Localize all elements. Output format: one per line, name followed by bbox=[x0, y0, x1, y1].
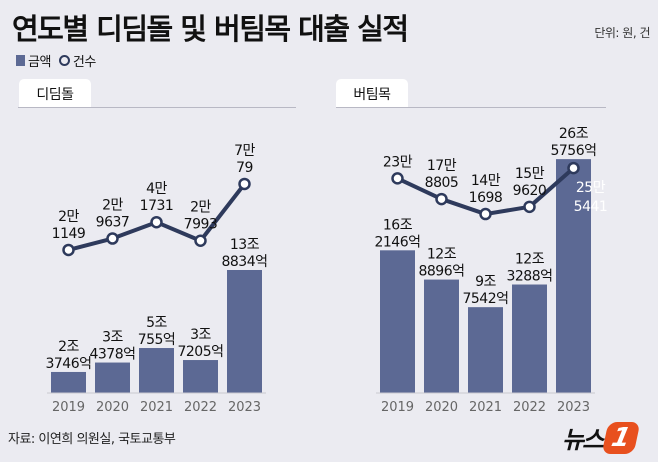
bar-value-label: 7205억 bbox=[177, 344, 223, 360]
bar-2020 bbox=[95, 362, 130, 393]
source-note: 자료: 이연희 의원실, 국토교통부 bbox=[8, 432, 176, 447]
panel-title-beotimmok: 버팀목 bbox=[336, 79, 408, 108]
logo-text: 뉴스 bbox=[562, 426, 604, 454]
panel-divider bbox=[336, 107, 606, 108]
bar-value-label: 16조 bbox=[383, 217, 413, 233]
count-value-label: 23만 bbox=[383, 154, 413, 170]
x-tick-label: 2023 bbox=[557, 400, 590, 415]
bar-2019 bbox=[51, 371, 86, 393]
bar-value-label: 8896억 bbox=[418, 264, 464, 280]
count-point-2019 bbox=[62, 243, 75, 257]
bar-value-label: 12조 bbox=[515, 252, 545, 268]
line-legend-marker-icon bbox=[58, 55, 70, 66]
count-value-label: 1149 bbox=[52, 226, 86, 242]
bar-2019 bbox=[380, 250, 415, 393]
bar-value-label: 13조 bbox=[230, 237, 260, 253]
count-point-2023 bbox=[567, 161, 580, 175]
x-tick-label: 2022 bbox=[184, 400, 217, 415]
count-value-label: 14만 bbox=[471, 173, 501, 189]
count-value-label: 8805 bbox=[425, 175, 459, 191]
bar-2023 bbox=[556, 159, 591, 393]
x-tick-label: 2023 bbox=[228, 400, 261, 415]
count-point-2021 bbox=[150, 215, 163, 229]
count-value-label: 7만 bbox=[234, 143, 255, 159]
count-point-2020 bbox=[106, 232, 119, 245]
bar-value-label: 4378억 bbox=[89, 347, 135, 363]
bar-value-label: 9조 bbox=[475, 274, 496, 290]
bar-2021 bbox=[468, 307, 503, 393]
count-value-label: 4만 bbox=[146, 181, 167, 197]
x-tick-label: 2021 bbox=[469, 400, 502, 415]
bar-value-label: 2146억 bbox=[374, 234, 420, 250]
page-title: 연도별 디딤돌 및 버팀목 대출 실적 bbox=[12, 12, 409, 46]
count-point-2020 bbox=[435, 192, 448, 206]
bar-2022 bbox=[512, 284, 547, 393]
bar-value-label: 3조 bbox=[190, 327, 211, 343]
bar-2023 bbox=[227, 269, 262, 393]
bar-value-label: 5756억 bbox=[550, 143, 596, 159]
bar-value-label: 2조 bbox=[58, 339, 79, 355]
bar-value-label: 5조 bbox=[146, 315, 167, 331]
x-tick-label: 2021 bbox=[140, 400, 173, 415]
bar-value-label: 755억 bbox=[138, 332, 176, 348]
bar-value-label: 12조 bbox=[427, 247, 457, 263]
x-tick-label: 2019 bbox=[381, 400, 414, 415]
count-value-label: 9620 bbox=[513, 183, 547, 199]
panel-divider bbox=[18, 107, 296, 108]
x-tick-label: 2020 bbox=[96, 400, 129, 415]
legend-amount: 금액 bbox=[28, 55, 51, 70]
legend-count: 건수 bbox=[72, 55, 96, 70]
bar-value-label: 3746억 bbox=[45, 356, 91, 372]
bar-value-label: 8834억 bbox=[221, 254, 267, 270]
legend: 금액 건수 bbox=[16, 51, 96, 70]
x-tick-label: 2022 bbox=[513, 400, 546, 415]
chart-1: 16조2146억201912조8896억20209조7542억202112조32… bbox=[374, 126, 607, 415]
count-value-label: 7993 bbox=[184, 217, 218, 233]
count-value-label: 17만 bbox=[427, 158, 457, 174]
bar-value-label: 3조 bbox=[102, 330, 123, 346]
x-tick-label: 2020 bbox=[425, 400, 458, 415]
count-value-label: 1731 bbox=[140, 198, 174, 214]
panel-title-didimdol: 디딤돌 bbox=[19, 79, 91, 108]
bar-value-label: 7542억 bbox=[462, 291, 508, 307]
count-value-label: 2만 bbox=[190, 200, 211, 216]
bar-value-label: 26조 bbox=[559, 126, 589, 142]
bar-2021 bbox=[139, 348, 174, 393]
logo-mark: 1 bbox=[601, 421, 641, 454]
news1-logo: 뉴스 1 bbox=[562, 420, 641, 455]
bar-2022 bbox=[183, 360, 218, 393]
count-value-label: 79 bbox=[236, 160, 253, 176]
chart-0: 2조3746억20193조4378억20205조755억20213조7205억2… bbox=[45, 143, 268, 415]
count-point-2019 bbox=[391, 172, 404, 185]
count-value-label: 5441 bbox=[574, 199, 608, 215]
count-point-2021 bbox=[479, 207, 492, 221]
x-tick-label: 2019 bbox=[52, 400, 85, 415]
count-value-label: 25만 bbox=[576, 180, 606, 196]
count-value-label: 15만 bbox=[515, 166, 545, 182]
unit-note: 단위: 원, 건 bbox=[594, 26, 650, 40]
count-point-2022 bbox=[523, 200, 536, 214]
bar-value-label: 3288억 bbox=[506, 269, 552, 285]
count-value-label: 2만 bbox=[102, 198, 123, 214]
bar-2020 bbox=[424, 279, 459, 393]
count-point-2023 bbox=[238, 177, 251, 191]
count-point-2022 bbox=[194, 234, 207, 247]
bar-legend-swatch-icon bbox=[16, 55, 25, 66]
count-value-label: 1698 bbox=[469, 190, 503, 206]
count-value-label: 2만 bbox=[58, 209, 79, 225]
count-value-label: 9637 bbox=[96, 215, 130, 231]
